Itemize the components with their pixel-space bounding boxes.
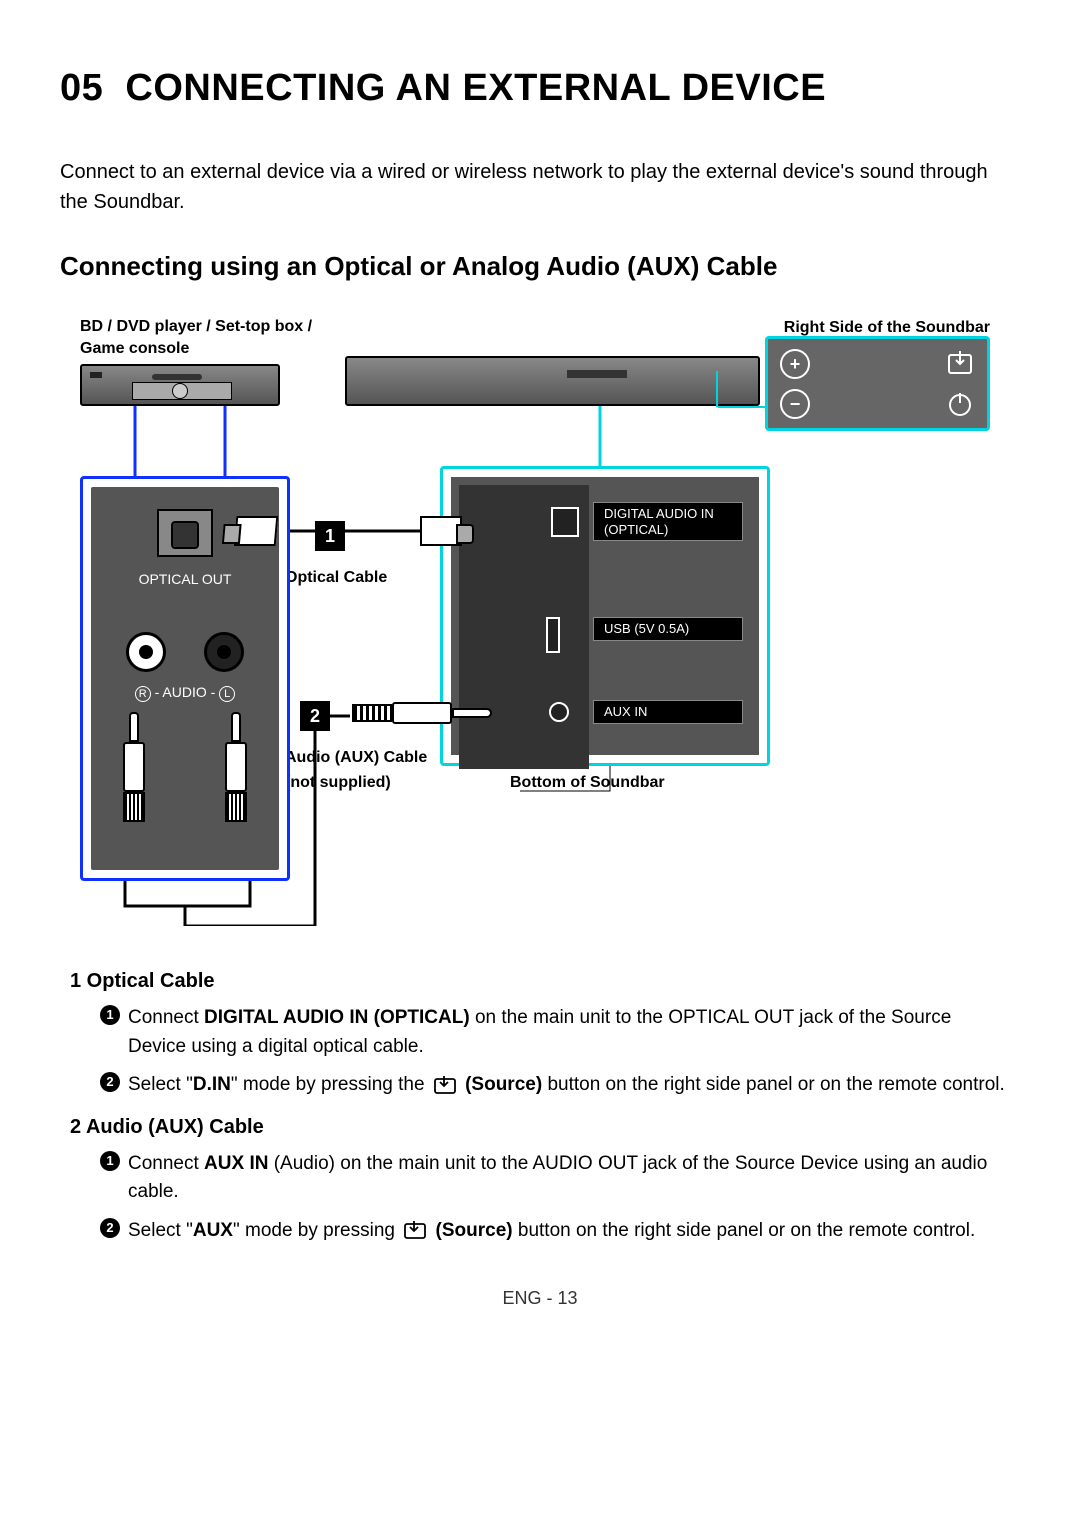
usb-port-icon: [546, 617, 560, 653]
chapter-title: 05 CONNECTING AN EXTERNAL DEVICE: [60, 60, 1020, 117]
section-title: Connecting using an Optical or Analog Au…: [60, 247, 1020, 286]
soundbar-control-panel: + −: [765, 336, 990, 431]
chapter-number: 05: [60, 67, 103, 109]
rca-plug-l-icon: [225, 712, 247, 822]
intro-text: Connect to an external device via a wire…: [60, 157, 1020, 217]
optical-plug-left-icon: [234, 516, 279, 546]
step1-list: 1 Connect DIGITAL AUDIO IN (OPTICAL) on …: [70, 1004, 1010, 1100]
power-button-icon: [949, 394, 971, 416]
aux-in-label: AUX IN: [593, 700, 743, 724]
step1-item2: 2 Select "D.IN" mode by pressing the (So…: [100, 1071, 1010, 1100]
optical-cable-label: Optical Cable: [285, 566, 387, 590]
optical-out-label: OPTICAL OUT: [91, 569, 279, 590]
diagram-badge-1: 1: [315, 521, 345, 551]
diagram-badge-2: 2: [300, 701, 330, 731]
aux-cable-label-1: Audio (AUX) Cable: [285, 746, 427, 770]
usb-label: USB (5V 0.5A): [593, 617, 743, 641]
rca-jack-r-icon: [126, 632, 166, 672]
page-footer: ENG - 13: [60, 1285, 1020, 1312]
digital-audio-in-port-icon: [551, 507, 579, 537]
rca-jack-l-icon: [204, 632, 244, 672]
aux-plug-icon: [352, 702, 502, 724]
source-icon: [402, 1221, 428, 1239]
volume-down-button-icon: −: [780, 389, 810, 419]
volume-up-button-icon: +: [780, 349, 810, 379]
aux-cable-label-2: (not supplied): [285, 771, 391, 795]
step1-title: 1 Optical Cable: [70, 966, 1010, 996]
soundbar-top-icon: [345, 356, 760, 406]
digital-audio-label: DIGITAL AUDIO IN(OPTICAL): [593, 502, 743, 541]
source-button-icon: [947, 351, 973, 377]
dvd-player-icon: [80, 364, 280, 406]
step2-list: 1 Connect AUX IN (Audio) on the main uni…: [70, 1150, 1010, 1246]
optical-plug-right-icon: [420, 516, 462, 546]
step2-title: 2 Audio (AUX) Cable: [70, 1112, 1010, 1142]
optical-out-port-icon: [157, 509, 213, 557]
rca-plug-r-icon: [123, 712, 145, 822]
chapter-title-text: CONNECTING AN EXTERNAL DEVICE: [125, 67, 826, 109]
source-icon: [432, 1076, 458, 1094]
bottom-soundbar-label: Bottom of Soundbar: [510, 771, 665, 795]
connection-diagram: BD / DVD player / Set-top box / Game con…: [70, 316, 1010, 926]
aux-in-port-icon: [549, 702, 569, 722]
step1-item1: 1 Connect DIGITAL AUDIO IN (OPTICAL) on …: [100, 1004, 1010, 1061]
step2-item2: 2 Select "AUX" mode by pressing (Source)…: [100, 1217, 1010, 1246]
instructions: 1 Optical Cable 1 Connect DIGITAL AUDIO …: [60, 966, 1020, 1245]
audio-rl-label: R - AUDIO - L: [91, 682, 279, 703]
step2-item1: 1 Connect AUX IN (Audio) on the main uni…: [100, 1150, 1010, 1207]
source-device-label: BD / DVD player / Set-top box / Game con…: [80, 316, 340, 361]
